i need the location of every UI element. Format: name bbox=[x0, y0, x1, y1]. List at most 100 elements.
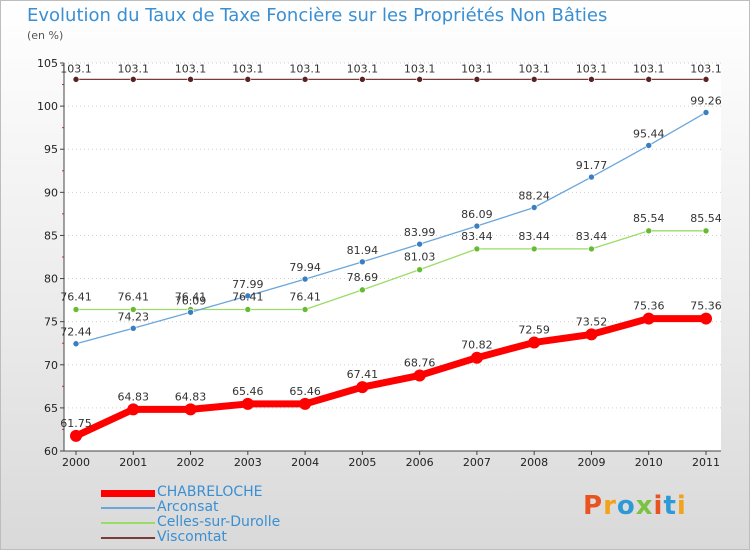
unit-label: (en %) bbox=[27, 29, 64, 42]
legend-label: Arconsat bbox=[157, 499, 219, 515]
data-label: 75.36 bbox=[633, 300, 665, 313]
data-label: 83.99 bbox=[404, 226, 436, 239]
data-point bbox=[416, 240, 423, 248]
data-point bbox=[359, 76, 366, 83]
chart-title: Evolution du Taux de Taxe Foncière sur l… bbox=[27, 5, 608, 26]
data-label: 65.46 bbox=[289, 385, 321, 398]
logo-letter: P bbox=[583, 491, 604, 521]
x-tick-label: 2003 bbox=[234, 456, 262, 469]
data-label: 91.77 bbox=[576, 159, 608, 172]
x-tick-label: 2002 bbox=[177, 456, 205, 469]
data-point bbox=[187, 76, 194, 83]
data-label: 99.26 bbox=[690, 94, 722, 107]
logo-letter: i bbox=[653, 491, 664, 521]
data-point bbox=[642, 312, 655, 325]
data-label: 103.1 bbox=[690, 62, 722, 75]
data-point bbox=[473, 76, 481, 83]
data-label: 103.1 bbox=[404, 62, 436, 75]
y-tick-label: 85 bbox=[44, 229, 58, 242]
data-label: 75.36 bbox=[690, 300, 722, 313]
data-point bbox=[416, 266, 423, 273]
data-point bbox=[645, 76, 653, 83]
x-tick-label: 2000 bbox=[62, 456, 90, 469]
legend-label: CHABRELOCHE bbox=[157, 484, 263, 500]
data-label: 88.24 bbox=[518, 190, 550, 203]
x-tick-label: 2010 bbox=[635, 456, 663, 469]
x-tick-label: 2007 bbox=[463, 456, 491, 469]
data-label: 103.1 bbox=[118, 62, 150, 75]
data-point bbox=[127, 403, 140, 416]
y-tick-label: 75 bbox=[44, 316, 58, 329]
data-label: 76.41 bbox=[289, 291, 321, 304]
data-label: 83.44 bbox=[576, 230, 608, 243]
y-tick-label: 80 bbox=[44, 273, 58, 286]
data-point bbox=[700, 312, 712, 325]
data-label: 83.44 bbox=[518, 230, 550, 243]
data-label: 85.54 bbox=[690, 212, 722, 225]
data-point bbox=[72, 306, 80, 313]
data-point bbox=[416, 76, 423, 83]
data-label: 76.41 bbox=[60, 291, 92, 304]
data-point bbox=[413, 369, 426, 382]
data-label: 79.94 bbox=[289, 261, 321, 274]
x-tick-label: 2006 bbox=[406, 456, 434, 469]
data-point bbox=[129, 76, 137, 83]
data-point bbox=[530, 76, 538, 83]
data-label: 70.82 bbox=[461, 339, 493, 352]
data-label: 85.54 bbox=[633, 212, 665, 225]
data-point bbox=[530, 204, 538, 211]
data-point bbox=[359, 286, 366, 294]
data-point bbox=[702, 109, 710, 116]
data-point bbox=[588, 173, 595, 181]
data-point bbox=[72, 340, 80, 348]
data-point bbox=[473, 222, 481, 230]
data-label: 103.1 bbox=[347, 62, 379, 75]
x-tick-label: 2008 bbox=[520, 456, 548, 469]
x-tick-label: 2009 bbox=[577, 456, 605, 469]
data-point bbox=[301, 76, 309, 83]
logo-letter: i bbox=[676, 491, 687, 521]
data-label: 65.46 bbox=[232, 385, 264, 398]
data-label: 103.1 bbox=[461, 62, 493, 75]
series-line-chabreloche bbox=[72, 315, 710, 440]
data-point bbox=[70, 429, 82, 442]
data-label: 86.09 bbox=[461, 208, 493, 221]
data-label: 76.09 bbox=[175, 294, 207, 307]
logo-letter: x bbox=[635, 491, 654, 521]
data-point bbox=[528, 336, 541, 349]
data-point bbox=[530, 245, 538, 253]
data-point bbox=[356, 381, 369, 394]
logo-letter: o bbox=[616, 491, 636, 521]
data-label: 78.69 bbox=[347, 271, 379, 284]
data-point bbox=[129, 306, 137, 313]
data-point bbox=[470, 351, 483, 364]
legend-label: Viscomtat bbox=[157, 529, 227, 545]
data-label: 103.1 bbox=[633, 62, 665, 75]
data-point bbox=[187, 308, 194, 316]
legend-label: Celles-sur-Durolle bbox=[157, 514, 281, 530]
data-point bbox=[72, 76, 80, 83]
data-label: 103.1 bbox=[518, 62, 550, 75]
y-tick-label: 65 bbox=[44, 402, 58, 415]
y-tick-label: 100 bbox=[37, 100, 58, 113]
data-label: 68.76 bbox=[404, 356, 436, 369]
data-label: 81.03 bbox=[404, 251, 436, 264]
data-point bbox=[244, 292, 252, 300]
data-point bbox=[244, 76, 252, 83]
legend-swatch bbox=[101, 537, 155, 539]
x-tick-label: 2001 bbox=[119, 456, 147, 469]
y-tick-label: 60 bbox=[44, 445, 58, 458]
data-point bbox=[702, 76, 710, 83]
proxiti-logo: Proxiti bbox=[583, 491, 687, 521]
data-label: 103.1 bbox=[576, 62, 608, 75]
data-label: 61.75 bbox=[60, 417, 92, 430]
data-point bbox=[588, 76, 595, 83]
data-point bbox=[645, 227, 653, 235]
data-label: 74.23 bbox=[118, 310, 150, 323]
data-point bbox=[702, 227, 710, 235]
data-label: 83.44 bbox=[461, 230, 493, 243]
data-point bbox=[129, 325, 137, 332]
data-point bbox=[184, 403, 197, 416]
data-label: 103.1 bbox=[60, 62, 92, 75]
